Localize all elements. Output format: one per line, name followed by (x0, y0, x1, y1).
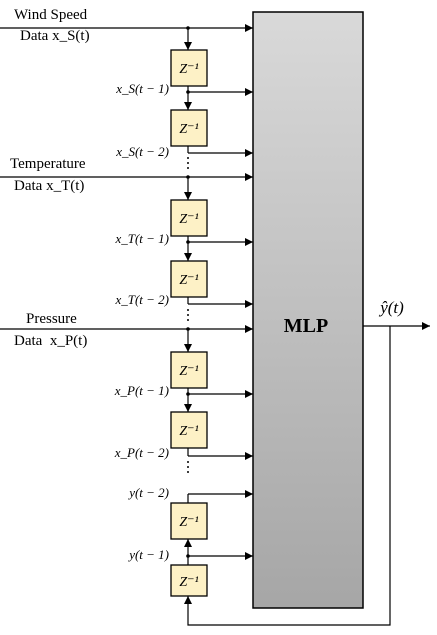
signal-y1: y(t − 1) (127, 547, 169, 562)
signal-xt2: x_T(t − 2) (114, 292, 169, 307)
signal-xp1: x_P(t − 1) (114, 383, 169, 398)
feedback-line (184, 326, 391, 626)
delay-box-pres-2-label: Z⁻¹ (179, 424, 198, 439)
delay-box-pres-1 (170, 351, 208, 389)
pres-ellipsis-dots (187, 461, 189, 473)
xt1-junction-dot (186, 240, 190, 244)
xp1-junction-dot (186, 392, 190, 396)
pres-junction-dot (186, 327, 190, 331)
signal-xs2: x_S(t − 2) (115, 144, 169, 159)
delay-box-wind-1-label: Z⁻¹ (179, 62, 198, 77)
delay-box-wind-2-label: Z⁻¹ (179, 122, 198, 137)
temp-input-label-1: Temperature (10, 156, 86, 172)
delay-box-y-2-label: Z⁻¹ (179, 515, 198, 530)
output-label: ŷ(t) (378, 298, 404, 317)
xs1-junction-dot (186, 90, 190, 94)
mlp-block (252, 11, 364, 609)
delay-box-temp-2 (170, 260, 208, 298)
delay-box-pres-1-label: Z⁻¹ (179, 364, 198, 379)
wind-ellipsis-dots (187, 157, 189, 169)
delay-box-pres-2 (170, 411, 208, 449)
wind-junction-dot (186, 26, 190, 30)
temp-input-label-2: Data x_T(t) (14, 178, 84, 194)
delay-box-temp-1 (170, 199, 208, 237)
signal-y2: y(t − 2) (127, 485, 169, 500)
temp-ellipsis-dots (187, 309, 189, 321)
delay-box-wind-1 (170, 49, 208, 87)
temp-junction-dot (186, 175, 190, 179)
wind-input-label-1: Wind Speed (14, 7, 88, 23)
pres-input-label-1: Pressure (26, 311, 77, 327)
wind-input-label-2: Data x_S(t) (20, 28, 90, 44)
signal-xs1: x_S(t − 1) (115, 81, 169, 96)
delay-box-wind-2 (170, 109, 208, 147)
delay-box-y-1 (170, 564, 208, 597)
signal-xp2: x_P(t − 2) (114, 445, 169, 460)
signal-xt1: x_T(t − 1) (114, 231, 169, 246)
delay-box-temp-1-label: Z⁻¹ (179, 212, 198, 227)
mlp-label: MLP (284, 315, 328, 337)
y1-junction-dot (186, 554, 190, 558)
pres-input-label-2: Data x_P(t) (14, 333, 87, 349)
delay-box-y-1-label: Z⁻¹ (179, 575, 198, 590)
delay-box-temp-2-label: Z⁻¹ (179, 273, 198, 288)
